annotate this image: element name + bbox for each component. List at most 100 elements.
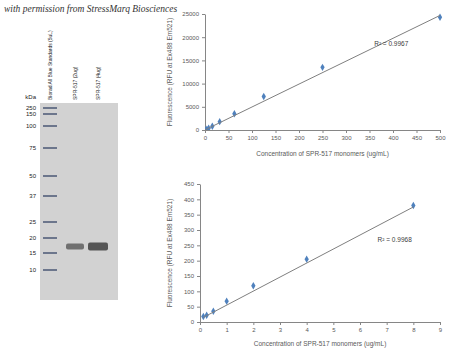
tick-mark xyxy=(299,130,300,133)
tick-label: 200 xyxy=(294,135,305,141)
tick-mark xyxy=(307,322,308,325)
tick: 0 xyxy=(191,319,200,325)
tick-mark xyxy=(333,322,334,325)
tick-label: 100 xyxy=(247,135,258,141)
tick-mark xyxy=(202,37,205,38)
x-axis-title: Concentration of SPR-517 monomers (ug/mL… xyxy=(254,340,387,348)
tick: 300 xyxy=(341,130,352,141)
tick-mark xyxy=(197,291,200,292)
tick: 400 xyxy=(388,130,399,141)
tick-mark xyxy=(197,184,200,185)
tick-mark xyxy=(417,130,418,133)
tick-label: 50 xyxy=(226,135,233,141)
tick: 10000 xyxy=(182,81,205,87)
tick-mark xyxy=(197,261,200,262)
tick: 7 xyxy=(385,322,389,333)
y-axis-title: Fluorescence (RFU at Ex488 Em521) xyxy=(166,18,174,126)
tick-mark xyxy=(202,130,205,131)
tick-label: 0 xyxy=(199,327,203,333)
tick-mark xyxy=(202,60,205,61)
tick-label: 250 xyxy=(184,243,195,249)
tick-label: 400 xyxy=(184,197,195,203)
ladder-band xyxy=(43,125,57,127)
trend-line xyxy=(203,207,413,317)
axis-line xyxy=(201,322,441,323)
tick-mark xyxy=(197,276,200,277)
tick: 400 xyxy=(184,197,200,203)
tick: 1 xyxy=(225,322,229,333)
tick: 4 xyxy=(305,322,309,333)
tick-mark xyxy=(440,130,441,133)
data-point xyxy=(320,64,324,71)
marker-label: 20 xyxy=(29,235,36,241)
axis-line xyxy=(205,15,206,131)
chart: 0123456789050100150200250300350400450Con… xyxy=(166,181,443,348)
lane-label: SPR-517 (4ug) xyxy=(95,66,101,100)
ladder-band xyxy=(43,195,57,197)
tick: 5000 xyxy=(186,104,205,110)
ladder-band xyxy=(43,269,57,271)
tick-label: 6 xyxy=(359,327,363,333)
tick-label: 50 xyxy=(187,304,194,310)
tick: 150 xyxy=(271,130,282,141)
data-point xyxy=(225,297,229,304)
tick: 5 xyxy=(332,322,336,333)
tick-mark xyxy=(202,107,205,108)
tick: 150 xyxy=(184,273,200,279)
tick-label: 20000 xyxy=(182,35,199,41)
sample-band xyxy=(88,242,108,250)
tick-label: 100 xyxy=(184,289,195,295)
tick-label: 450 xyxy=(184,181,195,187)
tick-label: 4 xyxy=(305,327,309,333)
y-axis-title: Fluorescence (RFU at Ex488 Em521) xyxy=(166,199,174,307)
tick-label: 350 xyxy=(365,135,376,141)
tick: 100 xyxy=(247,130,258,141)
figure: with permission from StressMarq Bioscien… xyxy=(0,0,450,364)
tick: 500 xyxy=(435,130,446,141)
tick-mark xyxy=(197,215,200,216)
tick-label: 9 xyxy=(439,327,443,333)
ladder-band xyxy=(43,107,57,109)
data-point xyxy=(251,282,255,289)
tick-label: 350 xyxy=(184,212,195,218)
tick-mark xyxy=(440,322,441,325)
data-point xyxy=(262,93,266,100)
tick-mark xyxy=(252,130,253,133)
marker-label: 100 xyxy=(26,123,37,129)
tick: 250 xyxy=(318,130,329,141)
tick: 350 xyxy=(365,130,376,141)
tick-mark xyxy=(197,307,200,308)
tick-label: 25000 xyxy=(182,11,199,17)
tick-label: 8 xyxy=(412,327,416,333)
tick: 200 xyxy=(184,258,200,264)
tick: 20000 xyxy=(182,35,205,41)
trend-line xyxy=(205,15,440,129)
tick-label: 0 xyxy=(191,319,195,325)
tick: 9 xyxy=(439,322,443,333)
marker-label: 25 xyxy=(29,219,36,225)
tick-label: 5 xyxy=(332,327,336,333)
tick-label: 0 xyxy=(196,127,200,133)
tick: 250 xyxy=(184,243,200,249)
tick-label: 1 xyxy=(225,327,229,333)
kda-label: kDa xyxy=(25,94,36,100)
tick-label: 7 xyxy=(385,327,389,333)
tick-label: 150 xyxy=(271,135,282,141)
tick-label: 450 xyxy=(412,135,423,141)
tick-mark xyxy=(197,199,200,200)
tick-mark xyxy=(202,14,205,15)
tick: 100 xyxy=(184,289,200,295)
tick-mark xyxy=(202,84,205,85)
tick: 2 xyxy=(252,322,256,333)
tick-mark xyxy=(323,130,324,133)
ladder-band xyxy=(43,221,57,223)
tick: 6 xyxy=(359,322,363,333)
tick-mark xyxy=(387,322,388,325)
sample-band xyxy=(66,243,84,249)
lane-label: Biorad All Blue Standards (5uL) xyxy=(47,30,53,100)
tick: 25000 xyxy=(182,11,205,17)
tick: 0 xyxy=(199,322,203,333)
gel-background xyxy=(40,103,118,300)
annotation: R² = 0.9968 xyxy=(378,236,413,243)
tick-mark xyxy=(197,245,200,246)
